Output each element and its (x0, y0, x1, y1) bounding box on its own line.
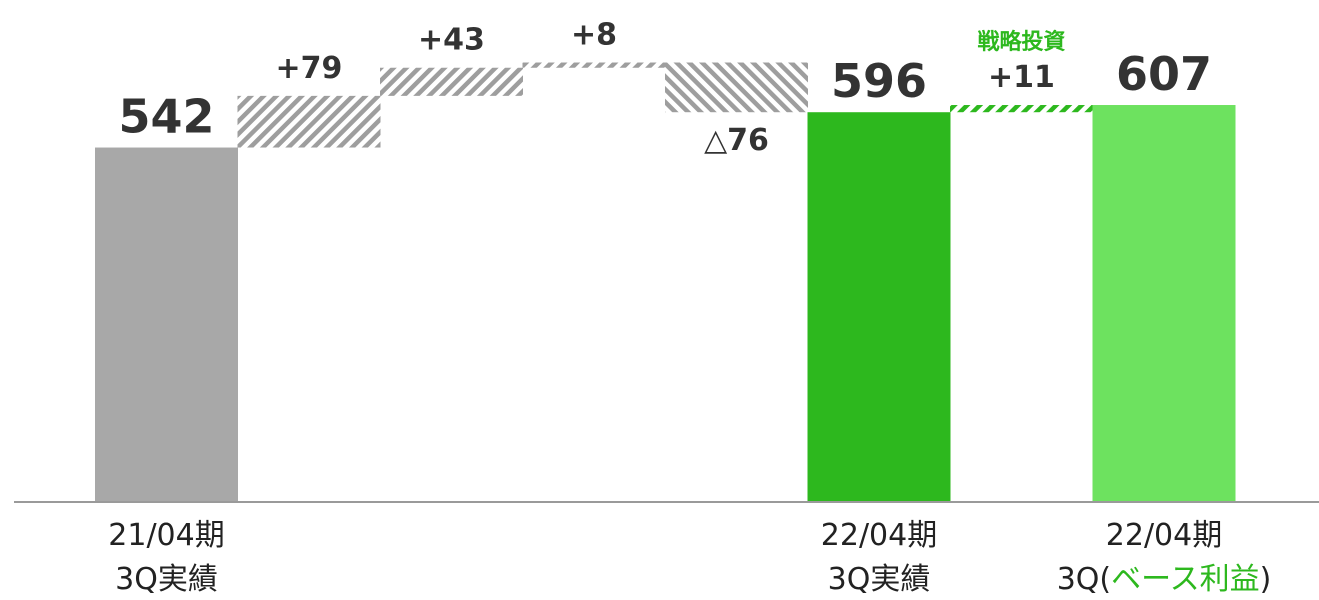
annotation-label-6: 戦略投資 (977, 29, 1065, 55)
value-label-1: +79 (276, 51, 343, 86)
category-label-5-line-1: 3Q実績 (828, 562, 931, 597)
bar-1 (237, 95, 381, 148)
category-label-7-line-1: 3Q(ベース利益) (1057, 562, 1272, 597)
value-label-7: 607 (1116, 47, 1212, 101)
category-label-part-0: 3Q( (1057, 562, 1111, 597)
value-label-5: 596 (831, 54, 927, 108)
bar-0 (95, 147, 238, 503)
category-label-0-line-0: 21/04期 (108, 518, 224, 553)
bar-2 (380, 67, 523, 96)
category-label-0-line-1: 3Q実績 (115, 562, 218, 597)
bar-3 (522, 62, 666, 68)
bar-7 (1092, 105, 1236, 502)
category-label-part-2: ) (1260, 562, 1272, 597)
bar-5 (807, 112, 951, 502)
category-label-7-line-0: 22/04期 (1106, 518, 1222, 553)
category-label-5-line-0: 22/04期 (821, 518, 937, 553)
bar-6 (950, 105, 1093, 113)
value-label-4: △76 (704, 123, 769, 158)
value-label-6: +11 (988, 60, 1055, 95)
value-label-0: 542 (118, 90, 214, 144)
category-label-part-1: ベース利益 (1111, 562, 1260, 597)
bar-4 (665, 62, 808, 113)
value-label-3: +8 (571, 18, 617, 53)
value-label-2: +43 (418, 23, 485, 58)
